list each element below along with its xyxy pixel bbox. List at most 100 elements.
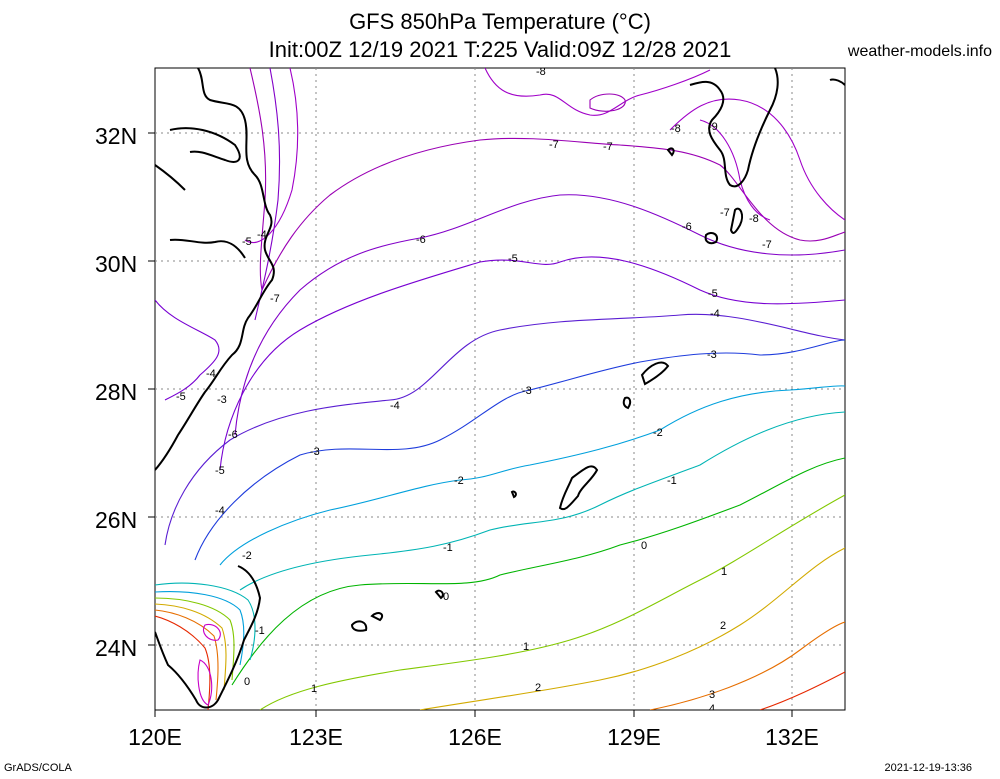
label-minus5-a: -5 [508,253,518,265]
label-plus1-b: 1 [523,641,529,653]
label-minus7-c: -7 [720,207,730,219]
lon-label-132e: 132E [765,724,819,750]
label-minus5-b: -5 [708,288,718,300]
contour-minus7 [261,137,845,291]
contour-taiwan-4 [155,603,227,691]
contour-taiwan-7 [197,659,213,706]
contour-minus4 [164,313,845,546]
contour-minus3 [194,339,845,561]
contour-taiwan-6 [155,615,211,710]
label-plus1-a: 1 [721,566,727,578]
lon-label-123e: 123E [289,724,343,750]
label-minus6-a: -6 [416,234,426,246]
coast-amami [640,361,670,386]
label-minus5-c: -5 [242,236,252,248]
label-minus2-b: -2 [454,475,464,487]
contour-plus4 [759,671,845,710]
coast-kyushu-south [729,207,744,234]
map-content: -8 -7 -7 -8 -9 -7 -8 -7 -7 -6 -6 -5 -5 -… [155,66,845,715]
lon-label-126e: 126E [448,724,502,750]
lat-label-32n: 32N [95,123,137,149]
label-zero-b: 0 [443,591,449,603]
latitude-labels: 24N 26N 28N 30N 32N [95,123,137,661]
label-plus2-a: 2 [720,620,726,632]
coast-china [155,68,275,471]
coast-island-b [510,490,517,499]
contour-minus8 [484,68,711,116]
lat-label-24n: 24N [95,635,137,661]
label-minus4-c: -4 [257,229,267,241]
label-minus2-c: -2 [242,550,252,562]
contour-zero [231,457,845,686]
coast-okinawa [558,465,599,511]
label-minus1-c: -1 [255,625,265,637]
coast-kyushu [689,68,779,188]
chart-title-line1: GFS 850hPa Temperature (°C) [349,9,651,34]
contour-plus2 [419,547,845,710]
coast-ne [829,78,845,86]
label-minus7-b: -7 [603,141,613,153]
label-minus3-b: -3 [522,385,532,397]
label-minus5-d: -5 [176,391,186,403]
contour-coast-2 [254,68,281,321]
site-credit: weather-models.info [847,43,992,60]
label-plus4: 4 [709,703,715,715]
label-minus7-d: -7 [762,239,772,251]
label-minus3-c: -3 [310,446,320,458]
coastlines [155,68,845,709]
label-minus5-e: -5 [215,465,225,477]
label-plus2-b: 2 [535,682,541,694]
label-minus8-north: -8 [536,66,546,78]
contour-taiwan-8 [202,623,221,641]
coast-shanghai [169,127,241,163]
label-plus1-c: 1 [311,683,317,695]
contour-plus3 [649,621,845,710]
contour-minus1 [239,411,845,591]
label-minus1-b: -1 [443,542,453,554]
coast-yakushima [704,232,718,245]
label-minus9: -9 [708,121,718,133]
label-minus7-a: -7 [549,139,559,151]
label-minus4-d: -4 [206,368,216,380]
label-minus2-a: -2 [653,427,663,439]
label-plus3: 3 [709,689,715,701]
contour-labels: -8 -7 -7 -8 -9 -7 -8 -7 -7 -6 -6 -5 -5 -… [176,66,772,715]
label-minus4-e: -4 [215,505,225,517]
lon-label-129e: 129E [607,724,661,750]
longitude-labels: 120E 123E 126E 129E 132E [128,724,819,750]
label-minus7-e: -7 [270,293,280,305]
label-minus6-c: -6 [228,429,238,441]
label-minus4-a: -4 [710,308,720,320]
lat-label-26n: 26N [95,507,137,533]
contour-taiwan-1 [155,582,256,661]
contour-minus5 [219,256,845,471]
coast-hangzhou-bay [169,238,246,259]
label-minus3-a: -3 [707,349,717,361]
lat-label-28n: 28N [95,379,137,405]
temperature-contours [155,68,845,710]
label-minus8-c: -8 [749,213,759,225]
label-zero-c: 0 [244,676,250,688]
contour-minus8b [669,98,845,221]
contour-minus8-kyushu [699,119,771,221]
contour-minus2 [219,385,845,566]
label-minus1-a: -1 [667,475,677,487]
label-minus3-d: -3 [217,394,227,406]
contour-taiwan-5 [155,609,219,701]
contour-coast-3 [244,68,299,244]
coast-sakishima [350,589,444,632]
axis-ticks [148,132,793,717]
coast-goto [666,147,675,157]
software-credit: GrADS/COLA [4,762,72,774]
contour-plus1 [259,494,845,710]
label-minus4-b: -4 [390,400,400,412]
label-minus8-kyushu: -8 [671,123,681,135]
contour-minus5-west [155,299,220,401]
label-minus6-b: -6 [682,221,692,233]
lat-label-30n: 30N [95,251,137,277]
contour-taiwan-3 [155,597,235,681]
label-zero-a: 0 [641,540,647,552]
contour-minus7-north [589,93,626,112]
lon-label-120e: 120E [128,724,182,750]
